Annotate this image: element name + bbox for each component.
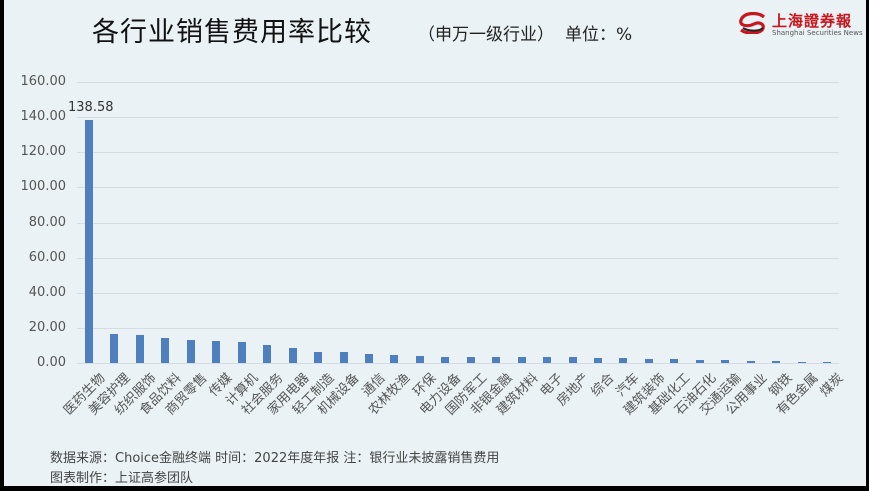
y-axis-tick-label: 120.00 — [20, 144, 67, 160]
gridline — [77, 152, 839, 154]
y-axis-tick-label: 80.00 — [28, 214, 66, 230]
bar-21 — [594, 357, 602, 363]
bar-26 — [721, 360, 730, 363]
gridline — [77, 363, 839, 364]
data-source-note: 数据来源：Choice金融终端 时间：2022年度年报 注：银行业未披露销售费用 — [50, 451, 500, 466]
bar-28 — [772, 360, 781, 363]
y-axis-tick-label: 160.00 — [20, 74, 67, 89]
y-axis-tick-label: 140.00 — [20, 109, 67, 125]
bar-29 — [797, 361, 806, 363]
bar-17 — [492, 356, 501, 363]
y-axis-tick-label: 20.00 — [28, 319, 66, 335]
chart-credit: 图表制作：上证高参团队 — [50, 471, 194, 486]
brand-swirl-icon — [739, 12, 766, 34]
bar-5 — [186, 339, 195, 363]
bar-14 — [415, 355, 424, 363]
bar-15 — [441, 356, 450, 363]
bar-23 — [644, 358, 653, 363]
bar-25 — [695, 360, 704, 363]
bar-24 — [670, 359, 679, 363]
bar-20 — [568, 357, 577, 363]
chart-panel — [4, 0, 866, 486]
bar-4 — [161, 338, 170, 363]
y-axis-tick-label: 60.00 — [28, 249, 66, 265]
gridline — [77, 187, 839, 189]
bar-16 — [466, 356, 475, 363]
brand-logo: 上海證券報 Shanghai Securities News — [738, 10, 863, 40]
bar-22 — [619, 357, 628, 363]
bar-3 — [135, 335, 144, 363]
gridline — [77, 257, 839, 259]
bar-6 — [212, 340, 221, 363]
gridline — [77, 327, 839, 329]
bar-11 — [339, 352, 348, 363]
bar-1 — [85, 119, 93, 363]
gridline — [77, 292, 839, 294]
unit-label: 单位：% — [565, 25, 633, 45]
bar-2 — [110, 333, 119, 363]
chart-title: 各行业销售费用率比较 — [92, 17, 372, 48]
data-label: 138.58 — [68, 99, 114, 115]
x-axis-category-label: 煤炭 — [817, 370, 847, 400]
bar-18 — [517, 357, 526, 363]
y-axis-tick-label: 40.00 — [28, 284, 66, 300]
bar-19 — [543, 357, 552, 363]
chart-subtitle: （申万一级行业） — [418, 25, 554, 45]
bar-13 — [390, 354, 399, 363]
bar-10 — [314, 351, 323, 363]
bar-30 — [823, 361, 832, 363]
gridline — [77, 82, 839, 83]
bar-8 — [263, 344, 272, 363]
gridline — [77, 222, 839, 224]
bar-9 — [288, 347, 297, 363]
brand-name-en: Shanghai Securities News — [772, 29, 863, 37]
y-axis-tick-label: 100.00 — [20, 179, 67, 195]
bar-27 — [746, 360, 755, 363]
gridline — [77, 117, 839, 119]
bar-12 — [364, 353, 373, 363]
bar-7 — [237, 342, 246, 363]
y-axis-tick-label: 0.00 — [37, 355, 66, 370]
brand-name-cn: 上海證券報 — [772, 12, 853, 30]
